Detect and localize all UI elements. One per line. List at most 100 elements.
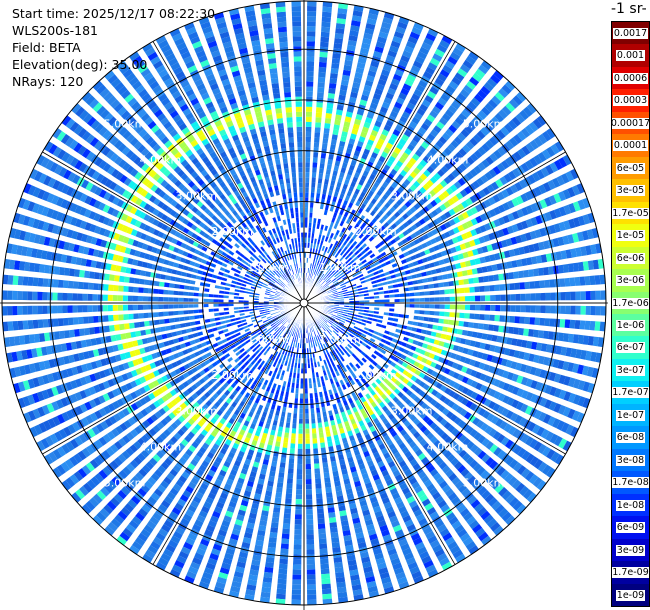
data-gate — [406, 326, 413, 331]
data-gate — [569, 277, 576, 287]
data-gate — [424, 304, 430, 309]
data-gate — [481, 60, 492, 71]
data-gate — [377, 332, 384, 337]
data-gate — [436, 476, 445, 485]
data-gate — [545, 305, 551, 314]
data-gate — [364, 306, 370, 310]
data-gate — [398, 253, 405, 259]
data-gate — [348, 368, 354, 375]
data-gate — [307, 6, 317, 12]
data-gate — [468, 545, 479, 555]
data-gate — [306, 489, 312, 495]
data-gate — [422, 526, 433, 535]
data-gate — [276, 346, 281, 353]
data-gate — [345, 174, 352, 181]
data-gate — [355, 370, 361, 376]
data-gate — [570, 426, 579, 438]
data-gate — [418, 126, 427, 135]
data-gate — [328, 88, 336, 94]
data-gate — [316, 324, 321, 329]
data-gate — [382, 405, 389, 413]
data-gate — [525, 205, 534, 215]
data-gate — [383, 501, 392, 509]
data-gate — [563, 204, 572, 215]
data-gate — [354, 172, 360, 179]
data-gate — [394, 124, 403, 132]
data-gate — [334, 119, 341, 126]
data-gate — [331, 278, 337, 282]
data-gate — [348, 386, 354, 393]
data-gate — [334, 283, 340, 287]
data-gate — [352, 286, 358, 290]
data-gate — [341, 525, 350, 532]
data-gate — [313, 458, 320, 464]
data-gate — [342, 233, 348, 240]
data-gate — [360, 94, 369, 102]
data-gate — [409, 206, 417, 214]
data-gate — [341, 266, 347, 271]
data-gate — [306, 26, 316, 32]
data-gate — [423, 374, 430, 382]
data-gate — [286, 488, 293, 494]
data-gate — [426, 483, 436, 492]
data-gate — [437, 169, 445, 177]
data-gate — [459, 312, 465, 319]
data-gate — [309, 263, 312, 269]
data-gate — [509, 98, 519, 109]
data-gate — [234, 421, 241, 428]
data-gate — [410, 232, 417, 239]
data-gate — [430, 269, 437, 275]
data-gate — [306, 56, 315, 62]
data-gate — [414, 266, 421, 272]
data-gate — [380, 106, 388, 114]
data-gate — [512, 168, 521, 178]
data-gate — [245, 415, 252, 422]
data-gate — [442, 274, 448, 280]
data-gate — [494, 504, 505, 515]
data-gate — [320, 563, 330, 570]
data-gate — [461, 366, 468, 373]
data-gate — [246, 584, 257, 591]
data-gate — [500, 358, 508, 367]
data-gate — [581, 230, 589, 241]
data-gate — [307, 16, 316, 22]
data-gate — [405, 389, 413, 397]
data-gate — [324, 246, 328, 253]
data-gate — [320, 224, 324, 230]
data-gate — [318, 316, 323, 321]
data-gate — [301, 348, 304, 354]
data-gate — [312, 269, 315, 275]
data-gate — [283, 339, 288, 345]
data-gate — [429, 539, 440, 549]
data-gate — [375, 357, 381, 363]
data-gate — [394, 303, 400, 307]
data-gate — [334, 348, 339, 354]
data-gate — [339, 238, 345, 244]
data-gate — [483, 234, 490, 242]
data-gate — [424, 263, 430, 270]
data-gate — [403, 433, 411, 441]
data-gate — [460, 261, 467, 268]
data-gate — [230, 469, 238, 477]
data-gate — [396, 278, 403, 283]
data-gate — [316, 318, 320, 324]
data-gate — [364, 327, 370, 331]
data-gate — [438, 405, 446, 413]
data-gate — [341, 315, 347, 319]
data-gate — [439, 365, 446, 373]
data-gate — [477, 450, 487, 460]
data-gate — [326, 322, 332, 327]
data-gate — [319, 548, 328, 555]
data-gate — [292, 357, 295, 363]
data-gate — [372, 125, 380, 133]
data-gate — [321, 268, 326, 274]
data-gate — [494, 91, 505, 102]
data-gate — [502, 395, 510, 404]
data-gate — [411, 193, 419, 201]
data-gate — [455, 43, 466, 53]
data-gate — [342, 366, 348, 373]
data-gate — [512, 95, 523, 106]
data-gate — [414, 304, 420, 308]
data-gate — [523, 269, 529, 278]
data-gate — [435, 457, 444, 466]
